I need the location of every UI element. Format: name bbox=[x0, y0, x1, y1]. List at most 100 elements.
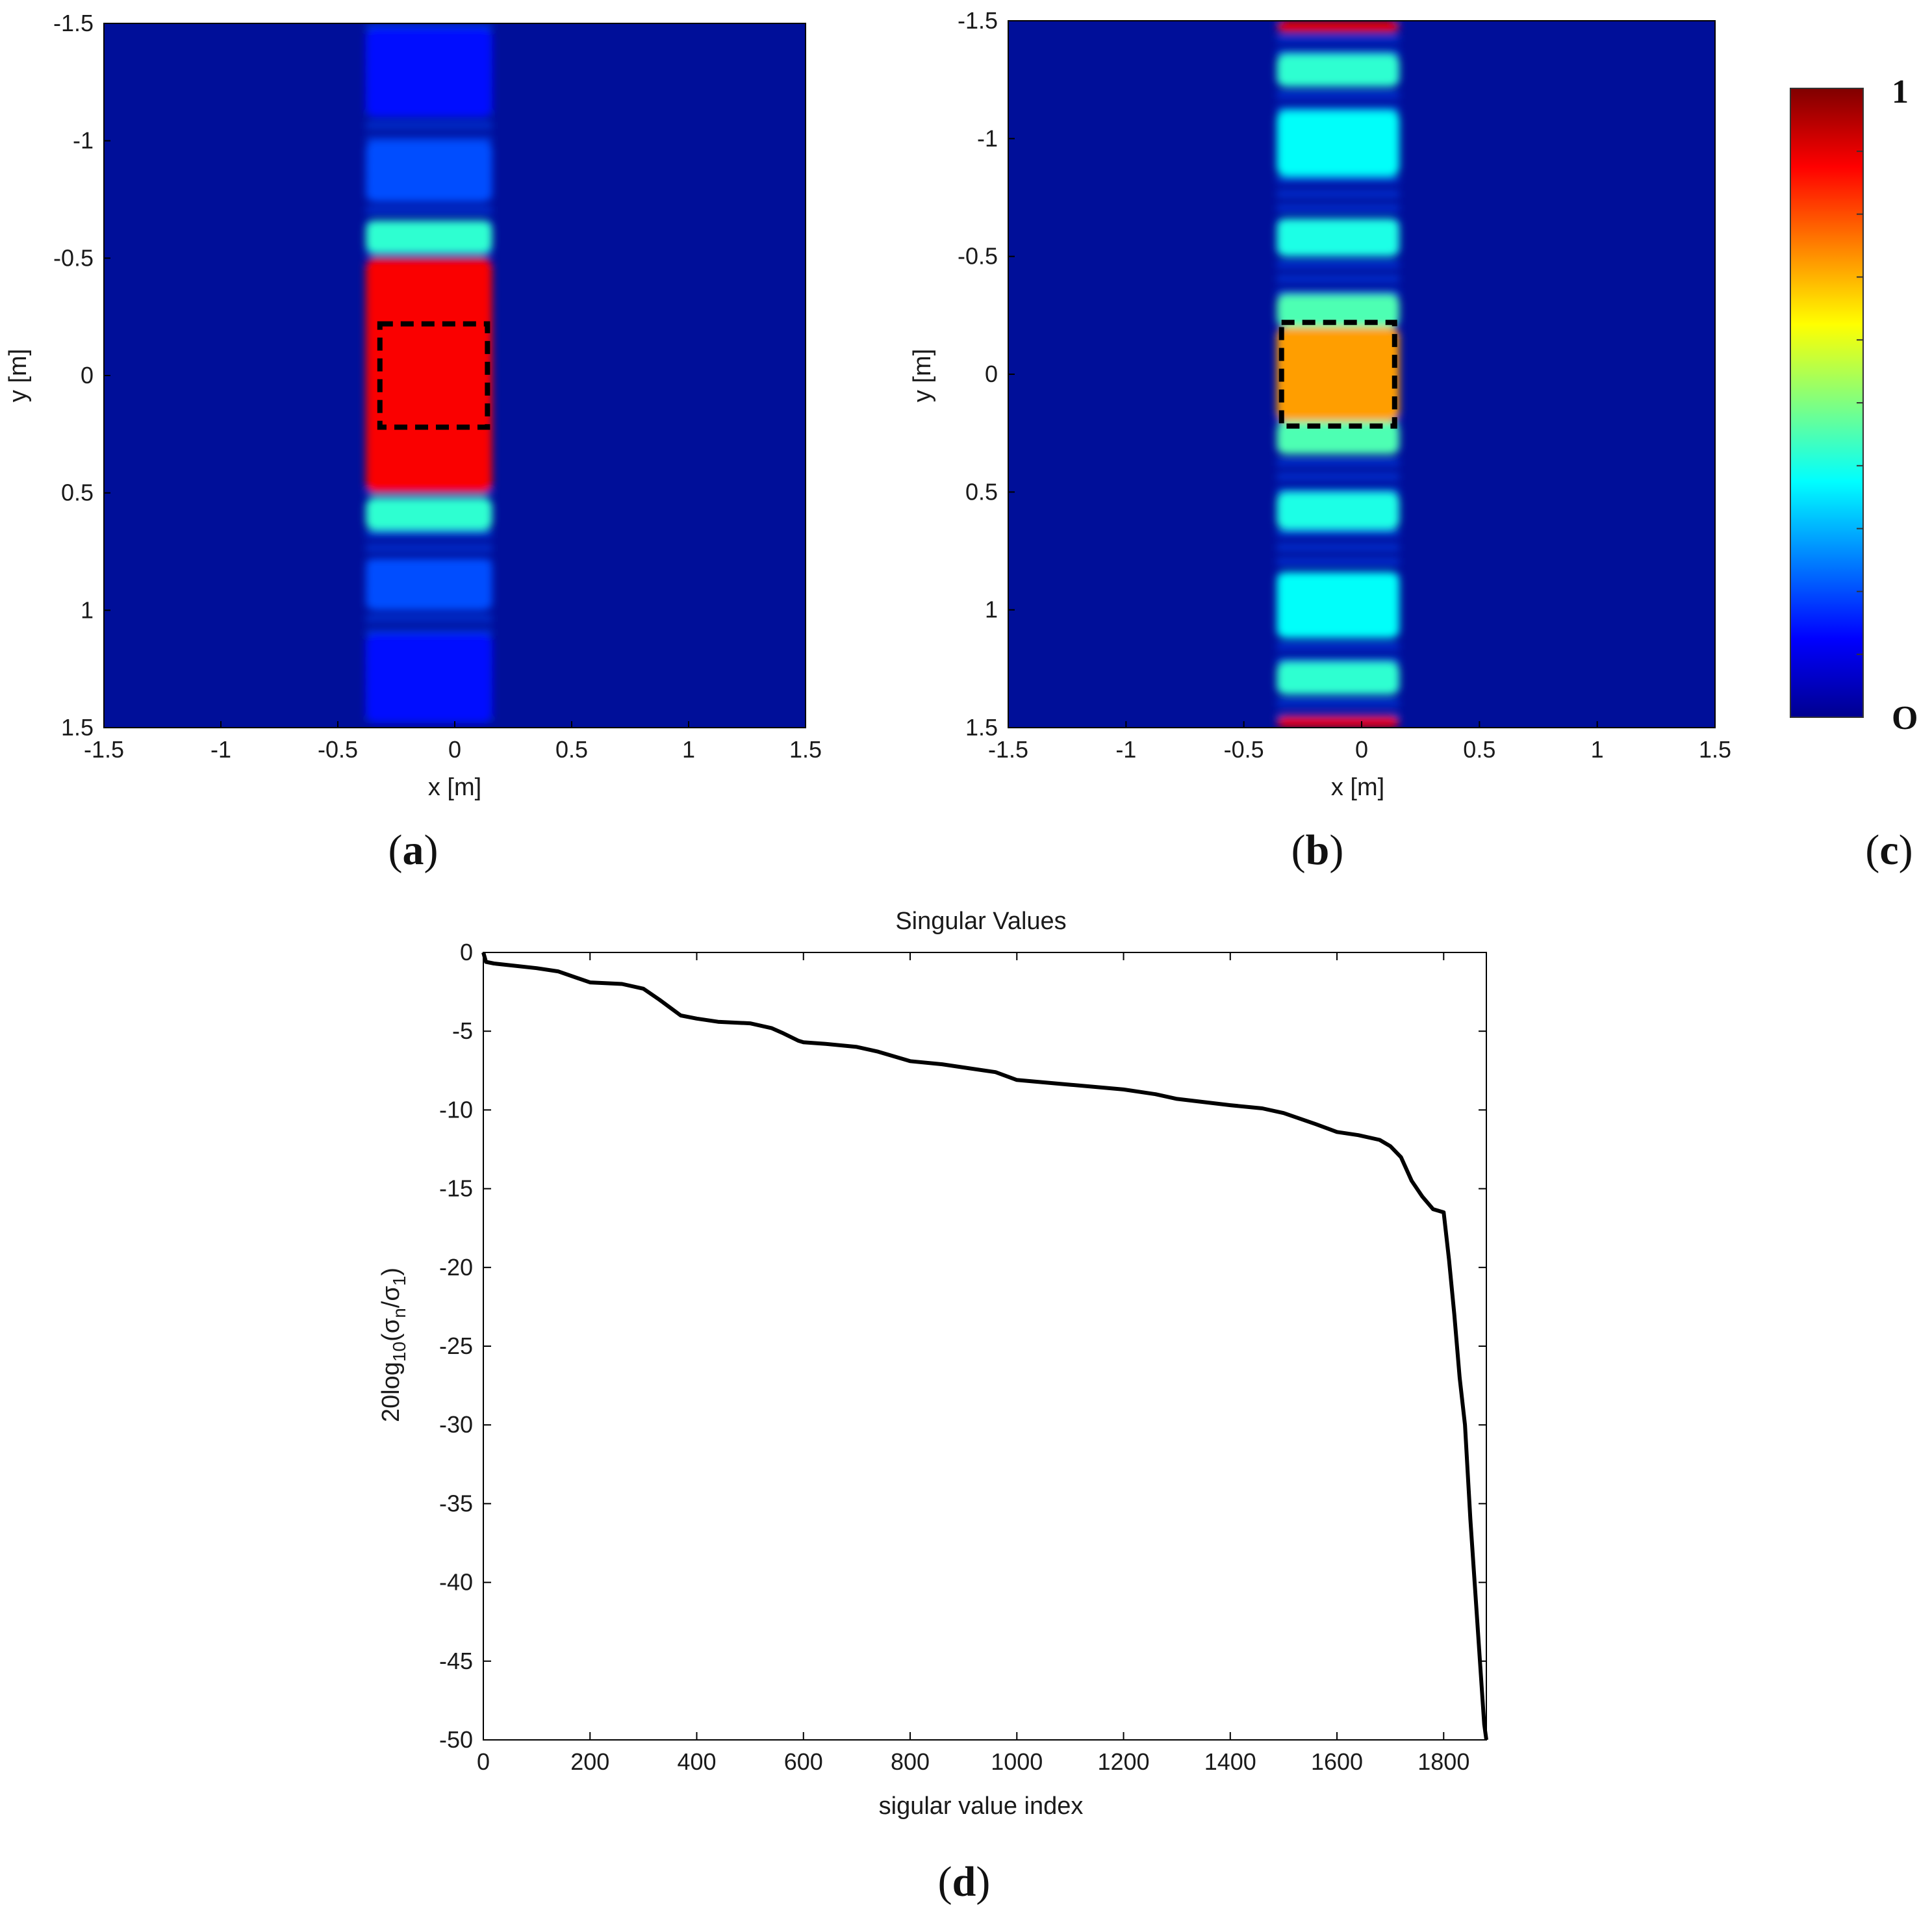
x-tick-label: 600 bbox=[784, 1748, 823, 1775]
panel-a-target-box bbox=[377, 321, 490, 430]
y-tick-label: 0 bbox=[81, 362, 94, 389]
heatmap-ripple bbox=[1277, 657, 1400, 665]
y-tick-label: -45 bbox=[439, 1648, 473, 1674]
x-tick-label: 1.5 bbox=[1699, 736, 1731, 763]
heatmap-band bbox=[366, 558, 492, 611]
heatmap-band bbox=[366, 258, 492, 493]
y-tick-label: -1.5 bbox=[53, 10, 94, 36]
heatmap-ripple bbox=[366, 615, 492, 622]
y-tick-label: 1 bbox=[985, 596, 998, 623]
y-tick-label: -5 bbox=[452, 1017, 473, 1044]
heatmap-ripple bbox=[1277, 34, 1400, 42]
x-tick-label: 400 bbox=[677, 1748, 716, 1775]
y-tick-label: -50 bbox=[439, 1726, 473, 1753]
heatmap-band bbox=[1277, 21, 1400, 33]
x-tick-label: -1.5 bbox=[84, 736, 124, 763]
y-tick-label: 1 bbox=[81, 596, 94, 623]
panel-a-y-label: y [m] bbox=[5, 349, 32, 402]
heatmap-band bbox=[366, 140, 492, 202]
heatmap-band bbox=[366, 633, 492, 723]
panel-b-label: (b) bbox=[1291, 826, 1344, 874]
heatmap-ripple bbox=[1277, 289, 1400, 297]
y-tick-label: -1 bbox=[977, 125, 998, 151]
heatmap-band bbox=[1277, 661, 1400, 695]
heatmap-ripple bbox=[1277, 204, 1400, 212]
x-tick-label: 1400 bbox=[1204, 1748, 1256, 1775]
panel-d-title: Singular Values bbox=[895, 908, 1066, 935]
panel-d: Singular Values 0 200 400 600 800 1000 1200 140… bbox=[377, 908, 1488, 1906]
panel-b-target-box bbox=[1278, 320, 1397, 429]
panel-d-label: (d) bbox=[938, 1858, 991, 1906]
y-tick-label: 1.5 bbox=[61, 714, 94, 741]
x-tick-label: 1 bbox=[1591, 736, 1604, 763]
heatmap-ripple bbox=[1277, 487, 1400, 494]
y-tick-label: 1.5 bbox=[965, 714, 998, 741]
heatmap-band bbox=[1277, 492, 1400, 530]
y-tick-label: -0.5 bbox=[958, 243, 998, 270]
panel-b-intensity bbox=[1277, 21, 1400, 728]
singular-values-line bbox=[481, 952, 1488, 1741]
y-tick-label: -1 bbox=[73, 127, 94, 154]
heatmap-band bbox=[1277, 715, 1400, 728]
panel-a-label: (a) bbox=[388, 826, 439, 874]
heatmap-band bbox=[1277, 110, 1400, 177]
x-tick-label: 1 bbox=[682, 736, 695, 763]
panel-b-y-ticks: -1.5 -1 -0.5 0 0.5 1 1.5 bbox=[958, 7, 1015, 741]
y-tick-label: -1.5 bbox=[958, 7, 998, 34]
x-tick-label: 200 bbox=[570, 1748, 609, 1775]
heatmap-band bbox=[1277, 53, 1400, 87]
x-tick-label: 0 bbox=[477, 1748, 490, 1775]
x-tick-label: 800 bbox=[891, 1748, 930, 1775]
heatmap-ripple bbox=[1277, 190, 1400, 198]
heatmap-band bbox=[1277, 327, 1400, 422]
colorbar-max-label: 1 bbox=[1892, 73, 1909, 110]
heatmap-ripple bbox=[1277, 261, 1400, 268]
heatmap-band bbox=[1277, 294, 1400, 327]
y-tick-label: -15 bbox=[439, 1175, 473, 1202]
x-tick-label: 1.5 bbox=[789, 736, 822, 763]
heatmap-band bbox=[366, 28, 492, 118]
x-tick-label: -1.5 bbox=[988, 736, 1028, 763]
panel-a: -1.5 -1 -0.5 0 0.5 1 1.5 -1.5 -1 -0.5 0 0.5 1 1.5 x … bbox=[5, 10, 822, 874]
heatmap-ripple bbox=[1277, 91, 1400, 99]
panel-a-intensity bbox=[366, 23, 492, 723]
x-tick-label: 1800 bbox=[1417, 1748, 1469, 1775]
x-tick-label: 1000 bbox=[991, 1748, 1043, 1775]
heatmap-ripple bbox=[1277, 275, 1400, 283]
colorbar-ticks bbox=[1857, 150, 1863, 656]
panel-b-x-ticks: -1.5 -1 -0.5 0 0.5 1 1.5 bbox=[988, 721, 1731, 763]
heatmap-ripple bbox=[366, 121, 492, 129]
heatmap-ripple bbox=[1277, 459, 1400, 466]
y-tick-label: -40 bbox=[439, 1569, 473, 1596]
x-tick-label: 1600 bbox=[1311, 1748, 1363, 1775]
panel-c-label: (c) bbox=[1865, 826, 1913, 874]
panel-d-x-ticks: 0 200 400 600 800 1000 1200 1400 1600 1800 bbox=[477, 952, 1469, 1775]
y-tick-label: 0 bbox=[985, 361, 998, 387]
panel-a-y-ticks: -1.5 -1 -0.5 0 0.5 1 1.5 bbox=[53, 10, 110, 741]
x-tick-label: -1 bbox=[210, 736, 231, 763]
heatmap-ripple bbox=[366, 629, 492, 637]
heatmap-band bbox=[366, 220, 492, 254]
y-tick-label: -25 bbox=[439, 1333, 473, 1359]
panel-d-y-label: 20log10(σn/σ1) bbox=[377, 1268, 409, 1422]
colorbar-min-label: O bbox=[1892, 700, 1918, 737]
x-tick-label: 1200 bbox=[1097, 1748, 1149, 1775]
x-tick-label: 0.5 bbox=[555, 736, 588, 763]
y-tick-label: 0 bbox=[460, 939, 473, 965]
heatmap-ripple bbox=[366, 136, 492, 144]
panel-d-frame bbox=[483, 952, 1487, 1741]
heatmap-ripple bbox=[1277, 544, 1400, 551]
panel-b-y-label: y [m] bbox=[909, 349, 936, 402]
heatmap-ripple bbox=[366, 206, 492, 214]
heatmap-band bbox=[366, 497, 492, 531]
heatmap-ripple bbox=[1277, 699, 1400, 707]
heatmap-ripple bbox=[366, 530, 492, 538]
heatmap-band bbox=[1277, 421, 1400, 455]
heatmap-band bbox=[1277, 572, 1400, 639]
y-tick-label: 0.5 bbox=[965, 478, 998, 505]
colorbar bbox=[1790, 88, 1864, 718]
x-tick-label: -0.5 bbox=[1224, 736, 1264, 763]
y-tick-label: -20 bbox=[439, 1254, 473, 1281]
panel-d-y-ticks: 0 -5 -10 -15 -20 -25 -30 -35 -40 -45 -50 bbox=[439, 939, 1486, 1753]
